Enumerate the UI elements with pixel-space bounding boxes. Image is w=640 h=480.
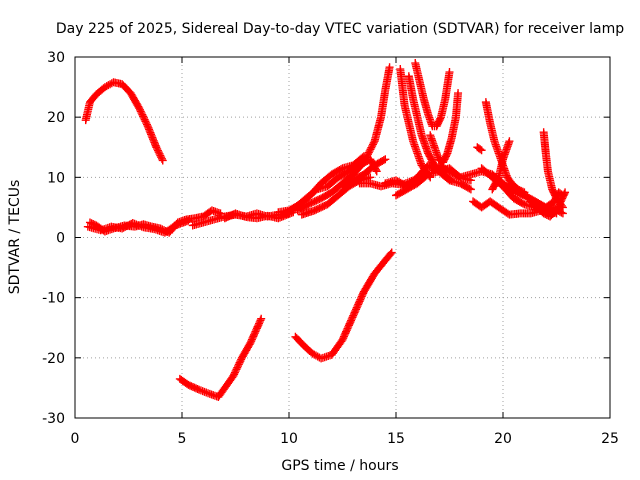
data-point bbox=[198, 387, 207, 396]
series-late-b bbox=[469, 197, 567, 219]
data-point bbox=[200, 387, 209, 396]
series-mid-band-c bbox=[392, 167, 475, 200]
data-point bbox=[372, 167, 381, 176]
data-point bbox=[204, 389, 213, 398]
x-tick-label: 5 bbox=[178, 431, 187, 447]
series-arc-early-high bbox=[81, 78, 167, 165]
data-point bbox=[311, 351, 320, 360]
data-point bbox=[381, 155, 390, 164]
series-low-b bbox=[291, 248, 396, 363]
series-late-f bbox=[473, 143, 486, 155]
data-point bbox=[102, 82, 111, 91]
plot-area bbox=[81, 59, 570, 401]
x-tick-label: 25 bbox=[601, 431, 619, 447]
data-point bbox=[134, 221, 143, 230]
data-point bbox=[106, 80, 115, 89]
data-point bbox=[135, 221, 144, 230]
grid bbox=[75, 57, 610, 418]
data-point bbox=[104, 81, 113, 90]
y-tick-label: 30 bbox=[47, 50, 65, 66]
data-point bbox=[308, 349, 317, 358]
series-late-i bbox=[526, 188, 570, 221]
data-point bbox=[505, 137, 514, 146]
data-point bbox=[465, 184, 474, 193]
data-point bbox=[476, 145, 485, 154]
data-point bbox=[130, 219, 139, 228]
data-point bbox=[128, 219, 137, 228]
y-axis-label: SDTVAR / TECUs bbox=[7, 180, 23, 295]
x-tick-label: 0 bbox=[71, 431, 80, 447]
data-point bbox=[157, 154, 166, 163]
data-point bbox=[561, 188, 570, 197]
data-point bbox=[385, 63, 394, 72]
data-point bbox=[257, 314, 266, 323]
data-point bbox=[196, 386, 205, 395]
data-point bbox=[398, 180, 407, 189]
series-low-a bbox=[175, 314, 266, 401]
data-point bbox=[132, 220, 141, 229]
data-point bbox=[379, 156, 388, 165]
y-tick-label: 0 bbox=[56, 231, 65, 247]
x-axis-label: GPS time / hours bbox=[281, 458, 398, 474]
data-point bbox=[401, 179, 410, 188]
y-tick-label: -30 bbox=[42, 411, 65, 427]
series-late-e bbox=[488, 137, 514, 194]
y-tick-label: -10 bbox=[42, 291, 65, 307]
data-point bbox=[560, 189, 569, 198]
data-point bbox=[477, 146, 486, 155]
data-point bbox=[202, 388, 211, 397]
x-tick-label: 15 bbox=[387, 431, 405, 447]
series-spike-17 bbox=[426, 89, 463, 167]
y-tick-label: 20 bbox=[47, 110, 65, 126]
data-point bbox=[400, 179, 409, 188]
x-tick-label: 10 bbox=[280, 431, 298, 447]
data-point bbox=[256, 316, 265, 325]
series-rise-b bbox=[274, 152, 368, 217]
data-point bbox=[387, 248, 396, 257]
series-spike-16 bbox=[411, 59, 454, 131]
series-rise-e bbox=[338, 155, 390, 191]
chart-title: Day 225 of 2025, Sidereal Day-to-day VTE… bbox=[56, 21, 624, 37]
data-point bbox=[386, 249, 395, 258]
data-point bbox=[466, 185, 475, 194]
data-point bbox=[100, 83, 109, 92]
x-tick-label: 20 bbox=[494, 431, 512, 447]
y-tick-label: -20 bbox=[42, 351, 65, 367]
series-baseline-b bbox=[83, 216, 193, 237]
axis-ticks: 0 5 10 15 20 25 -30 -20 -10 0 10 20 30 bbox=[42, 50, 619, 447]
plot-frame bbox=[74, 56, 611, 419]
data-point bbox=[137, 222, 146, 231]
data-point bbox=[310, 350, 319, 359]
data-point bbox=[445, 68, 454, 77]
data-point bbox=[454, 89, 463, 98]
data-point bbox=[184, 216, 193, 225]
y-tick-label: 10 bbox=[47, 170, 65, 186]
data-point bbox=[195, 385, 204, 394]
data-point bbox=[313, 352, 322, 361]
data-point bbox=[158, 156, 167, 165]
